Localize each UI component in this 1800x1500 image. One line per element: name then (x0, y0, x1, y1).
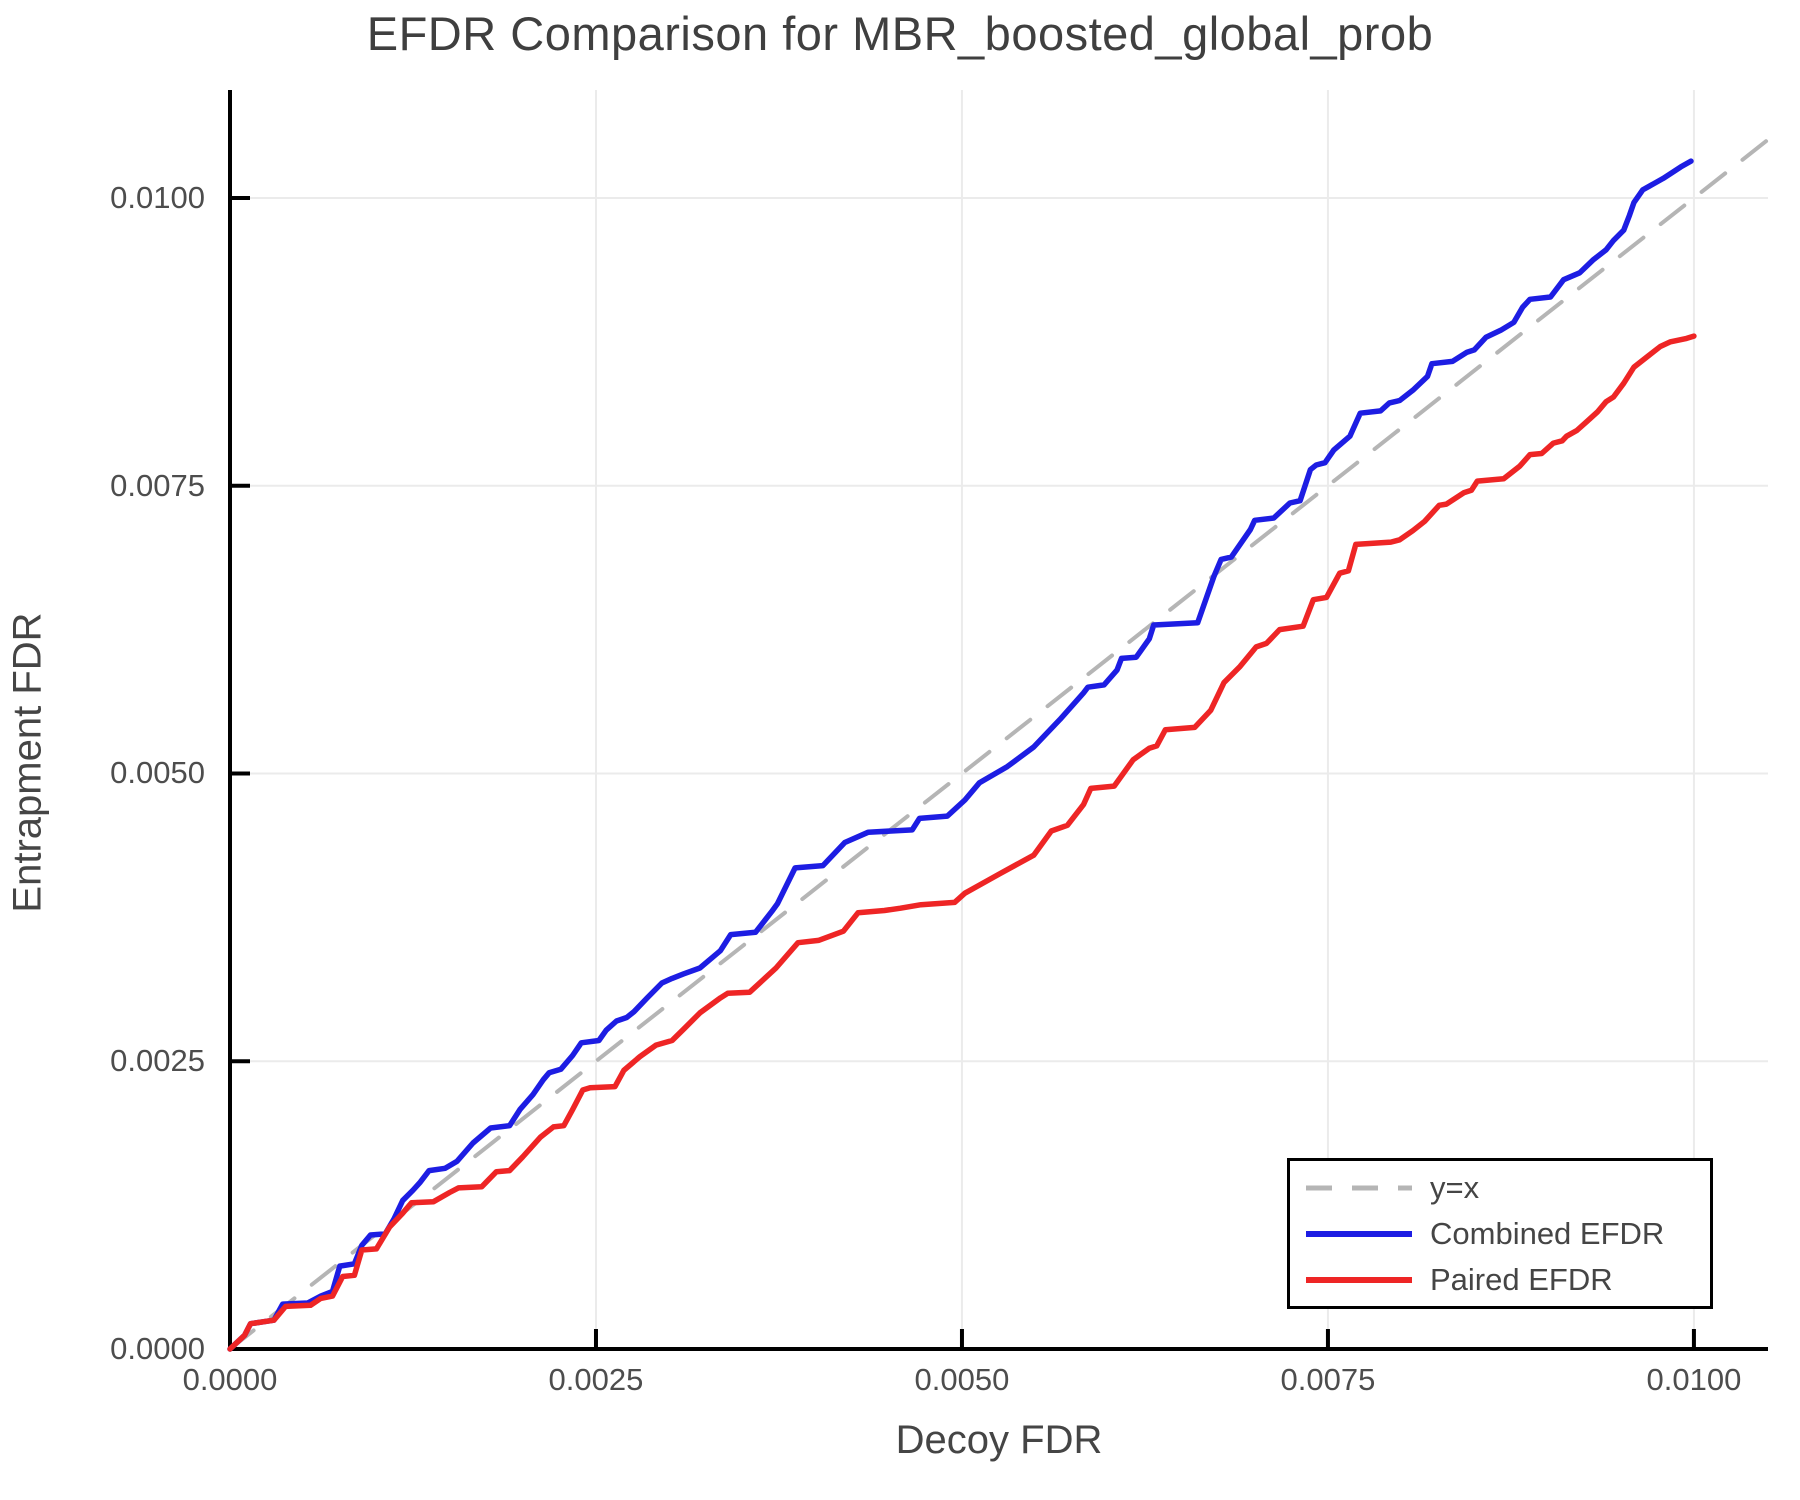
legend-label: Combined EFDR (1430, 1215, 1665, 1251)
axis-spines (228, 90, 1768, 1351)
y-axis-label: Entrapment FDR (5, 612, 50, 913)
y-tick-label: 0.0050 (110, 755, 205, 791)
legend-label: y=x (1430, 1169, 1480, 1205)
x-tick-label: 0.0000 (182, 1362, 278, 1397)
series-combined-efdr (227, 158, 1694, 1352)
legend-item-yx: y=x (1304, 1166, 1710, 1210)
legend-label: Paired EFDR (1430, 1261, 1613, 1297)
x-tick-label: 0.0050 (914, 1362, 1010, 1397)
x-axis-label: Decoy FDR (895, 1418, 1103, 1462)
x-tick-label: 0.0075 (1280, 1362, 1376, 1397)
y-tick-label: 0.0075 (110, 467, 205, 503)
legend-box: y=x Combined EFDR Paired EFDR (1287, 1158, 1713, 1309)
y-tick-label: 0.0100 (110, 179, 205, 215)
series-y-x (228, 138, 1770, 1351)
y-tick-label: 0.0000 (110, 1331, 205, 1366)
legend-item-paired-efdr: Paired EFDR (1304, 1258, 1710, 1302)
series-layer (227, 138, 1770, 1352)
blue-line-swatch (1306, 1230, 1412, 1237)
dashed-line-swatch (1306, 1185, 1412, 1190)
page-title: EFDR Comparison for MBR_boosted_global_p… (366, 7, 1434, 60)
legend-item-combined-efdr: Combined EFDR (1304, 1212, 1710, 1256)
red-line-swatch (1306, 1276, 1412, 1283)
x-tick-label: 0.0025 (548, 1362, 644, 1397)
series-paired-efdr (227, 333, 1697, 1352)
x-tick-label: 0.0100 (1646, 1362, 1742, 1397)
y-tick-label: 0.0025 (110, 1043, 205, 1079)
